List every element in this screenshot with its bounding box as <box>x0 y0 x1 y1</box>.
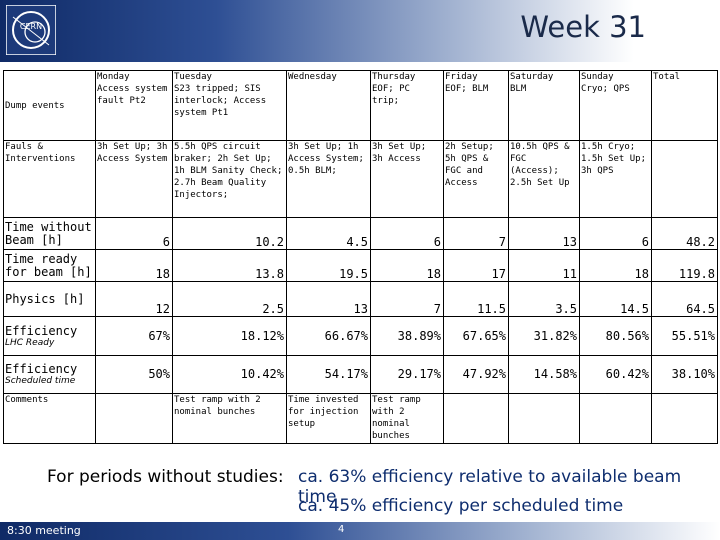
physics-sat: 3.5 <box>508 281 580 317</box>
eff-lhc-fri: 67.65% <box>443 316 509 356</box>
eff-sched-wed: 54.17% <box>286 355 371 394</box>
page-number: 4 <box>338 524 345 535</box>
faults-fri: 2h Setup; 5h QPS & FGC and Access <box>443 140 509 218</box>
eff-lhc-tue: 18.12% <box>172 316 287 356</box>
dump-row: Dump events Monday Access system fault Pt… <box>3 70 718 141</box>
studies-note: For periods without studies: <box>47 467 284 487</box>
dump-label: Dump events <box>3 70 96 141</box>
physics-sun: 14.5 <box>579 281 652 317</box>
eff-sched-label: Efficiency Scheduled time <box>3 355 96 394</box>
cern-logo: CERN <box>6 5 56 55</box>
dump-tue: Tuesday S23 tripped; SIS interlock; Acces… <box>172 70 287 141</box>
dump-sat: Saturday BLM <box>508 70 580 141</box>
faults-total <box>651 140 718 218</box>
eff-lhc-sat: 31.82% <box>508 316 580 356</box>
eff-sched-total: 38.10% <box>651 355 718 394</box>
no-beam-sat: 13 <box>508 217 580 250</box>
faults-sat: 10.5h QPS & FGC (Access); 2.5h Set Up <box>508 140 580 218</box>
physics-row: Physics [h] 12 2.5 13 7 11.5 3.5 14.5 64… <box>3 281 718 317</box>
eff-sched-sun: 60.42% <box>579 355 652 394</box>
faults-label: Fauls & Interventions <box>3 140 96 218</box>
physics-wed: 13 <box>286 281 371 317</box>
ready-tue: 13.8 <box>172 249 287 282</box>
physics-tue: 2.5 <box>172 281 287 317</box>
physics-mon: 12 <box>95 281 173 317</box>
eff-lhc-label: Efficiency LHC Ready <box>3 316 96 356</box>
eff-sched-row: Efficiency Scheduled time 50% 10.42% 54.… <box>3 355 718 394</box>
physics-total: 64.5 <box>651 281 718 317</box>
dump-mon: Monday Access system fault Pt2 <box>95 70 173 141</box>
comments-total <box>651 393 718 444</box>
comments-row: Comments Test ramp with 2 nominal bunche… <box>3 393 718 444</box>
ready-label: Time ready for beam [h] <box>3 249 96 282</box>
no-beam-mon: 6 <box>95 217 173 250</box>
comments-thu: Test ramp with 2 nominal bunches <box>370 393 444 444</box>
header-bar: CERN Week 31 <box>0 0 720 62</box>
comments-tue: Test ramp with 2 nominal bunches <box>172 393 287 444</box>
no-beam-fri: 7 <box>443 217 509 250</box>
ready-total: 119.8 <box>651 249 718 282</box>
page-title: Week 31 <box>520 10 646 44</box>
faults-wed: 3h Set Up; 1h Access System; 0.5h BLM; <box>286 140 371 218</box>
physics-fri: 11.5 <box>443 281 509 317</box>
eff-sched-tue: 10.42% <box>172 355 287 394</box>
eff-lhc-total: 55.51% <box>651 316 718 356</box>
dump-thu: Thursday EOF; PC trip; <box>370 70 444 141</box>
comments-sat <box>508 393 580 444</box>
comments-fri <box>443 393 509 444</box>
no-beam-label: Time without Beam [h] <box>3 217 96 250</box>
no-beam-sun: 6 <box>579 217 652 250</box>
faults-thu: 3h Set Up; 3h Access <box>370 140 444 218</box>
eff-sched-thu: 29.17% <box>370 355 444 394</box>
physics-label: Physics [h] <box>3 281 96 317</box>
faults-mon: 3h Set Up; 3h Access System <box>95 140 173 218</box>
no-beam-row: Time without Beam [h] 6 10.2 4.5 6 7 13 … <box>3 217 718 250</box>
comments-wed: Time invested for injection setup <box>286 393 371 444</box>
no-beam-total: 48.2 <box>651 217 718 250</box>
eff-lhc-thu: 38.89% <box>370 316 444 356</box>
no-beam-thu: 6 <box>370 217 444 250</box>
meeting-label: 8:30 meeting <box>7 524 81 537</box>
eff-sched-fri: 47.92% <box>443 355 509 394</box>
no-beam-wed: 4.5 <box>286 217 371 250</box>
ready-thu: 18 <box>370 249 444 282</box>
comments-mon <box>95 393 173 444</box>
eff-lhc-sun: 80.56% <box>579 316 652 356</box>
dump-fri: Friday EOF; BLM <box>443 70 509 141</box>
faults-tue: 5.5h QPS circuit braker; 2h Set Up; 1h B… <box>172 140 287 218</box>
eff-lhc-row: Efficiency LHC Ready 67% 18.12% 66.67% 3… <box>3 316 718 356</box>
eff-lhc-wed: 66.67% <box>286 316 371 356</box>
ready-row: Time ready for beam [h] 18 13.8 19.5 18 … <box>3 249 718 282</box>
eff-sched-mon: 50% <box>95 355 173 394</box>
footer-bar <box>0 522 720 540</box>
eff-lhc-mon: 67% <box>95 316 173 356</box>
no-beam-tue: 10.2 <box>172 217 287 250</box>
faults-row: Fauls & Interventions 3h Set Up; 3h Acce… <box>3 140 718 218</box>
eff-sched-sat: 14.58% <box>508 355 580 394</box>
ready-wed: 19.5 <box>286 249 371 282</box>
ready-sun: 18 <box>579 249 652 282</box>
dump-total: Total <box>651 70 718 141</box>
cern-logo-text: CERN <box>20 22 42 31</box>
dump-sun: Sunday Cryo; QPS <box>579 70 652 141</box>
comments-label: Comments <box>3 393 96 444</box>
ready-fri: 17 <box>443 249 509 282</box>
efficiency-available: ca. 63% efficiency relative to available… <box>298 467 682 507</box>
faults-sun: 1.5h Cryo; 1.5h Set Up; 3h QPS <box>579 140 652 218</box>
comments-sun <box>579 393 652 444</box>
physics-thu: 7 <box>370 281 444 317</box>
dump-wed: Wednesday <box>286 70 371 141</box>
weekly-table: Dump events Monday Access system fault Pt… <box>3 70 718 444</box>
efficiency-scheduled: ca. 45% efficiency per scheduled time <box>298 496 624 516</box>
ready-sat: 11 <box>508 249 580 282</box>
ready-mon: 18 <box>95 249 173 282</box>
